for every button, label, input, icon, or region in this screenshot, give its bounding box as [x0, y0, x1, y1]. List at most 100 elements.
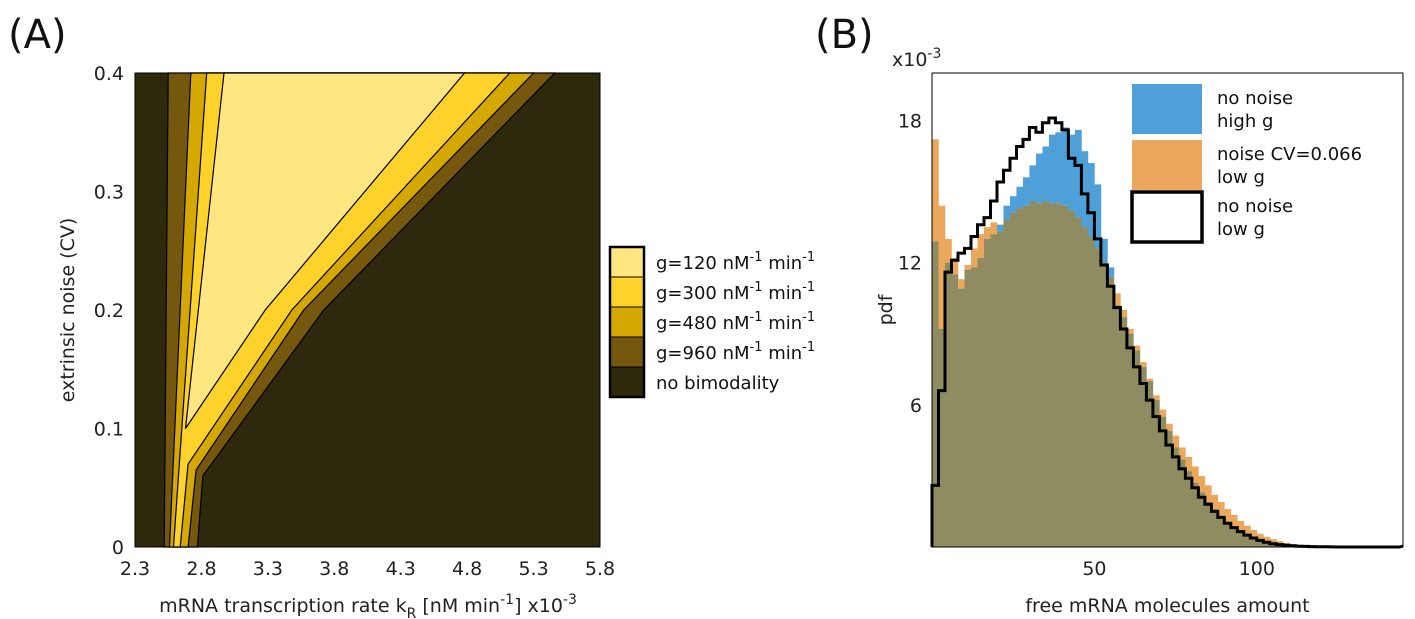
panel-label-b: (B) — [815, 12, 874, 58]
x-tick-a: 5.8 — [585, 558, 615, 580]
histogram-bar — [1250, 529, 1258, 538]
histogram-bar — [1146, 378, 1154, 382]
histogram-bar — [983, 227, 991, 239]
histogram-bar — [1237, 520, 1245, 532]
y-tick-a: 0.2 — [94, 300, 124, 322]
histogram-bar-overlap — [951, 274, 959, 547]
histogram-bar — [1094, 184, 1102, 249]
legend-swatch-g300 — [609, 276, 645, 308]
histogram-bar-overlap — [1016, 208, 1024, 547]
histogram-bar-overlap — [932, 241, 939, 547]
histogram-bar — [1191, 466, 1199, 484]
histogram-bar — [1159, 409, 1167, 417]
histogram-bar — [1217, 501, 1225, 517]
histogram-bar — [1022, 177, 1030, 206]
histogram-bar — [944, 238, 952, 263]
histogram-bar — [1276, 541, 1284, 545]
histogram-bar-overlap — [1139, 366, 1147, 547]
histogram-bar — [1035, 153, 1043, 204]
legend-label-none: no bimodality — [656, 373, 780, 394]
histogram-bar-overlap — [1061, 205, 1069, 547]
histogram-bar — [1139, 362, 1147, 367]
histogram-bar-overlap — [957, 288, 965, 547]
histogram-bar-overlap — [1165, 430, 1173, 547]
histogram-bar-overlap — [1263, 542, 1271, 547]
legend-label-b-black: low g — [1217, 219, 1265, 240]
histogram-bar — [1061, 127, 1069, 206]
histogram-chart: 50 100 6 12 18 x10-3 free mRNA molecules am… — [875, 46, 1404, 617]
x-tick-labels-b: 50 100 — [1082, 558, 1275, 580]
histogram-bar-overlap — [1152, 400, 1160, 547]
histogram-bar-overlap — [1035, 203, 1043, 547]
x-tick-b: 50 — [1082, 558, 1106, 580]
histogram-bar-overlap — [1055, 203, 1063, 547]
histogram-bar — [1126, 328, 1134, 334]
histogram-bar — [1107, 267, 1115, 277]
histogram-bar-overlap — [938, 328, 946, 547]
histogram-bar-overlap — [1029, 200, 1037, 548]
x-tick-a: 5.3 — [518, 558, 548, 580]
histogram-bar — [1185, 456, 1193, 472]
y-tick-a: 0 — [112, 537, 124, 559]
legend-swatch-g480 — [609, 306, 645, 338]
histogram-bar-overlap — [970, 267, 978, 547]
x-tick-a: 2.8 — [186, 558, 216, 580]
legend-swatch-b-blue — [1132, 84, 1202, 134]
histogram-bar — [932, 139, 939, 242]
legend-a: g=120 nM-1 min-1 g=300 nM-1 min-1 g=480 nM… — [608, 245, 815, 399]
y-tick-b: 18 — [898, 110, 922, 132]
histogram-bar-overlap — [1185, 471, 1193, 547]
legend-label-g120: g=120 nM-1 min-1 — [656, 250, 815, 274]
histogram-bar — [1152, 395, 1160, 401]
histogram-bar — [1263, 536, 1271, 543]
y-tick-a: 0.4 — [94, 63, 124, 85]
histogram-bar-overlap — [1172, 447, 1180, 547]
histogram-bar-overlap — [1198, 492, 1206, 547]
histogram-bar-overlap — [1003, 219, 1011, 547]
histogram-bar-overlap — [1048, 203, 1056, 547]
histogram-bar — [1204, 485, 1212, 502]
histogram-bar-overlap — [1068, 210, 1076, 547]
histogram-bar-overlap — [964, 269, 972, 547]
histogram-bar-overlap — [1009, 212, 1017, 547]
panel-label-a: (A) — [8, 12, 67, 58]
histogram-bar — [1055, 132, 1063, 204]
legend-label-g960: g=960 nM-1 min-1 — [656, 340, 815, 364]
histogram-bar — [938, 205, 946, 329]
histogram-bar-overlap — [1224, 522, 1232, 547]
histogram-bar-overlap — [1204, 501, 1212, 547]
y-axis-label-b: pdf — [875, 293, 897, 325]
phase-diagram-chart: 2.3 2.8 3.3 3.8 4.3 4.8 5.3 5.8 0 0.1 0.2 0.3 0.4 m… — [57, 63, 815, 619]
y-tick-a: 0.3 — [94, 182, 124, 204]
y-tick-a: 0.1 — [94, 419, 124, 441]
histogram-bar — [990, 222, 998, 235]
histogram-bar — [1243, 525, 1251, 536]
x-tick-b: 100 — [1239, 558, 1275, 580]
histogram-bar-overlap — [1113, 305, 1121, 547]
histogram-bar — [1178, 447, 1186, 460]
histogram-bar — [996, 224, 1004, 232]
plot-frame-b — [931, 72, 1404, 548]
histogram-bar — [1087, 163, 1095, 237]
histogram-bar-overlap — [1087, 236, 1095, 547]
histogram-bar — [1165, 423, 1173, 431]
x-axis-label-a: mRNA transcription rate kR [nM min-1] x10… — [159, 592, 577, 619]
histogram-bar-overlap — [1094, 248, 1102, 547]
histogram-bar — [1256, 533, 1264, 541]
histogram-bar-overlap — [1146, 381, 1154, 547]
x-tick-a: 3.3 — [253, 558, 283, 580]
histogram-bar — [1029, 165, 1037, 201]
histogram-bar — [1224, 509, 1232, 523]
y-axis-label-a: extrinsic noise (CV) — [57, 218, 79, 403]
legend-swatch-frame — [608, 245, 646, 399]
y-tick-labels-b: 6 12 18 — [898, 110, 922, 416]
histogram-bar-overlap — [1159, 416, 1167, 547]
histogram-bar-overlap — [977, 257, 985, 547]
legend-label-g300: g=300 nM-1 min-1 — [656, 280, 815, 304]
histogram-bar — [1068, 134, 1076, 211]
no-noise-low-g-outline — [930, 116, 1404, 549]
histogram-bar-overlap — [1191, 483, 1199, 547]
histogram-bar-overlap — [990, 234, 998, 547]
